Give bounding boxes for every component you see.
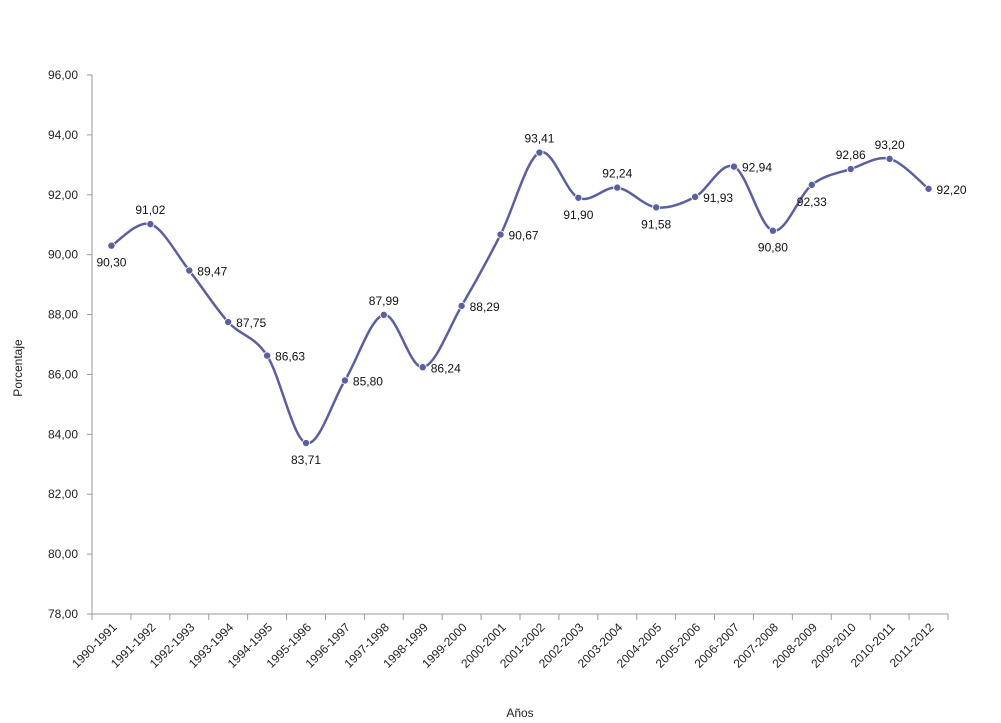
data-label: 91,90 <box>563 208 593 222</box>
y-tick-label: 82,00 <box>48 487 78 501</box>
y-tick-label: 80,00 <box>48 547 78 561</box>
data-point <box>107 241 116 250</box>
data-point <box>146 220 155 229</box>
data-label: 90,67 <box>509 229 539 243</box>
data-label: 86,24 <box>431 361 461 375</box>
y-axis: 78,00 80,00 82,00 84,00 86,00 88,00 90,00 92,00… <box>48 68 93 621</box>
y-tick-label: 84,00 <box>48 427 78 441</box>
y-tick-label: 88,00 <box>48 308 78 322</box>
data-label: 87,99 <box>369 294 399 308</box>
data-point <box>379 310 388 319</box>
data-label: 88,29 <box>470 300 500 314</box>
data-point <box>340 376 349 385</box>
y-tick-label: 86,00 <box>48 367 78 381</box>
y-tick-label: 78,00 <box>48 607 78 621</box>
data-label: 90,80 <box>758 241 788 255</box>
data-labels: 90,30 91,02 89,47 87,75 86,63 83,71 85,80 87,99… <box>96 132 966 467</box>
data-point <box>224 318 233 327</box>
data-point <box>846 165 855 174</box>
data-label: 86,63 <box>275 350 305 364</box>
y-tick-label: 94,00 <box>48 128 78 142</box>
y-axis-title: Porcentaje <box>11 339 25 397</box>
data-point <box>768 226 777 235</box>
data-label: 85,80 <box>353 374 383 388</box>
data-label: 91,02 <box>135 203 165 217</box>
y-tick-label: 92,00 <box>48 188 78 202</box>
data-label: 92,20 <box>937 183 967 197</box>
series-line-group <box>110 151 930 445</box>
data-points <box>107 148 933 448</box>
data-label: 92,86 <box>836 148 866 162</box>
data-point <box>613 183 622 192</box>
data-point <box>301 439 310 448</box>
series-line <box>110 151 930 445</box>
data-point <box>924 184 933 193</box>
data-point <box>496 230 505 239</box>
data-point <box>730 162 739 171</box>
x-axis-title: Años <box>506 706 533 720</box>
data-point <box>263 351 272 360</box>
data-label: 87,75 <box>236 316 266 330</box>
data-point <box>185 266 194 275</box>
data-label: 93,41 <box>524 132 554 146</box>
data-label: 89,47 <box>197 265 227 279</box>
data-label: 93,20 <box>875 138 905 152</box>
data-point <box>652 203 661 212</box>
data-label: 92,33 <box>797 195 827 209</box>
data-label: 83,71 <box>291 453 321 467</box>
data-point <box>535 148 544 157</box>
data-point <box>691 192 700 201</box>
y-tick-label: 90,00 <box>48 248 78 262</box>
data-label: 91,58 <box>641 217 671 231</box>
y-tick-label: 96,00 <box>48 68 78 82</box>
data-label: 90,30 <box>96 256 126 270</box>
data-label: 91,93 <box>703 191 733 205</box>
x-axis: 1990-19911991-19921992-19931993-19941994… <box>69 613 949 671</box>
data-label: 92,24 <box>602 167 632 181</box>
data-point <box>807 180 816 189</box>
data-point <box>418 363 427 372</box>
data-point <box>885 154 894 163</box>
data-label: 92,94 <box>742 161 772 175</box>
data-point <box>457 301 466 310</box>
data-point <box>574 193 583 202</box>
